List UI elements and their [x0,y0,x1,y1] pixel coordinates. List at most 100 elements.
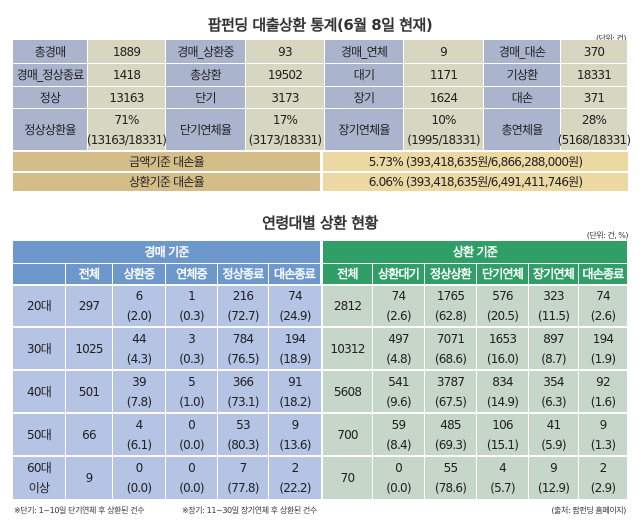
table-cell: 1765 (62.8) [425,286,476,326]
table-cell: 92 (1.6) [579,371,627,412]
summary-label: 단기연체율 [166,109,245,150]
table-cell: 44 (4.3) [113,328,165,369]
table-cell: 541 (9.6) [373,371,424,412]
table-cell: 41 (5.9) [529,414,578,455]
summary-value: 19502 [246,64,324,86]
table-cell: 39 (7.8) [113,371,165,412]
column-header: 대손종료 [269,264,320,284]
table-cell: 897 (8.7) [529,328,578,369]
summary-value: 10% (1995/18331) [404,109,483,150]
summary-value: 13163 [88,87,165,108]
table-cell: 485 (69.3) [425,414,476,455]
column-header: 상환중 [113,264,165,284]
summary-label: 단기 [166,87,245,108]
column-header [13,264,65,284]
summary-label: 경매_정상종료 [13,64,87,86]
table-cell: 834 (14.9) [477,371,528,412]
table-cell: 7 (77.8) [218,457,268,499]
loss-rate-value: 5.73% (393,418,635원/6,866,288,000원) [323,152,628,171]
table-cell: 74 (24.9) [269,286,321,326]
table-cell: 9 (12.9) [529,457,578,499]
table-cell: 9 (1.3) [579,414,627,455]
column-header: 전체 [66,264,112,284]
column-header: 연체중 [166,264,217,284]
age-group-label: 20대 [13,286,65,326]
table-cell: 0 (0.0) [373,457,424,499]
table-cell: 576 (20.5) [477,286,528,326]
table-cell: 5608 [323,371,372,412]
column-header: 정상종료 [218,264,268,284]
table-cell: 66 [66,414,112,455]
summary-label: 대기 [325,64,403,86]
summary-label: 대손 [484,87,560,108]
summary-label: 경매_상환중 [166,40,245,63]
summary-label: 경매_연체 [325,40,403,63]
table-cell: 0 (0.0) [166,414,217,455]
age-title: 연령대별 상환 현황 [262,214,378,232]
table-cell: 5 (1.0) [166,371,217,412]
table-cell: 59 (8.4) [373,414,424,455]
table-cell: 297 [66,286,112,326]
summary-value: 371 [561,87,627,108]
table-cell: 0 (0.0) [166,457,217,499]
table-cell: 3787 (67.5) [425,371,476,412]
table-cell: 10312 [323,328,372,369]
column-header: 정상상환 [425,264,476,284]
summary-value: 18331 [561,64,627,86]
summary-title: 팝펀딩 대출상환 통계(6월 8일 현재) [207,16,433,34]
summary-value: 17% (3173/18331) [246,109,324,150]
age-group-label: 30대 [13,328,65,369]
table-cell: 3 (0.3) [166,328,217,369]
table-cell: 74 (2.6) [579,286,627,326]
summary-label: 장기연체율 [325,109,403,150]
source: (출처: 팝펀딩 홈페이지) [551,506,626,515]
summary-value: 1418 [88,64,165,86]
table-cell: 4 (5.7) [477,457,528,499]
table-cell: 7071 (68.6) [425,328,476,369]
summary-value: 3173 [246,87,324,108]
age-group-label: 40대 [13,371,65,412]
table-cell: 366 (73.1) [218,371,268,412]
table-cell: 9 (13.6) [269,414,321,455]
table-cell: 501 [66,371,112,412]
table-cell: 74 (2.6) [373,286,424,326]
table-cell: 106 (15.1) [477,414,528,455]
loss-rate-label: 상환기준 대손율 [13,173,320,191]
column-header: 단기연체 [477,264,528,284]
summary-value: 93 [246,40,324,63]
table-cell: 700 [323,414,372,455]
table-cell: 354 (6.3) [529,371,578,412]
table-cell: 1653 (16.0) [477,328,528,369]
note-long: ※장기: 11~30일 장기연체 후 상환된 건수 [182,506,317,515]
age-group-label: 60대 이상 [13,457,65,499]
summary-label: 경매_대손 [484,40,560,63]
summary-value: 71% (13163/18331) [87,109,167,150]
summary-label: 장기 [325,87,403,108]
summary-label: 기상환 [484,64,560,86]
table-cell: 1025 [66,328,112,369]
table-cell: 194 (18.9) [269,328,321,369]
auction-header: 경매 기준 [13,241,320,263]
summary-value: 1624 [404,87,483,108]
table-cell: 1 (0.3) [166,286,217,326]
summary-unit: (단위: 건) [595,34,627,43]
loss-rate-label: 금액기준 대손율 [13,152,320,171]
summary-label: 총상환 [166,64,245,86]
summary-label: 총연체율 [484,109,560,150]
summary-value: 1889 [88,40,165,63]
age-unit: (단위: 건, %) [586,231,629,240]
table-cell: 497 (4.8) [373,328,424,369]
summary-value: 28% (5168/18331) [558,109,631,150]
table-cell: 0 (0.0) [113,457,165,499]
summary-label: 총경매 [13,40,87,63]
table-cell: 70 [323,457,372,499]
table-cell: 53 (80.3) [218,414,268,455]
summary-value: 9 [404,40,483,63]
summary-value: 1171 [404,64,483,86]
summary-label: 정상 [13,87,87,108]
note-short: ※단기: 1~10일 단기연체 후 상환된 건수 [14,506,145,515]
table-cell: 784 (76.5) [218,328,268,369]
table-cell: 2 (22.2) [269,457,321,499]
table-cell: 6 (2.0) [113,286,165,326]
summary-value: 370 [561,40,627,63]
